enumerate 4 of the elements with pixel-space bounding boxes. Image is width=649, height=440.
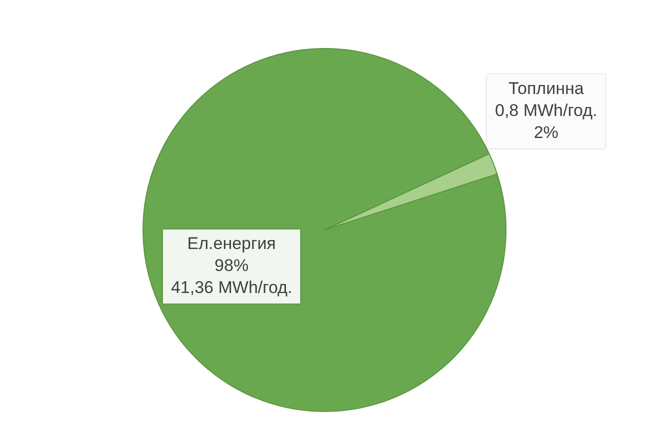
slice-label: Ел.енергия	[187, 234, 276, 254]
data-label: 98% 41,36 MWh/год.	[170, 256, 292, 298]
slice-label: Топлинна	[508, 79, 584, 98]
data-label: 0,8 MWh/год. 2%	[494, 101, 598, 142]
